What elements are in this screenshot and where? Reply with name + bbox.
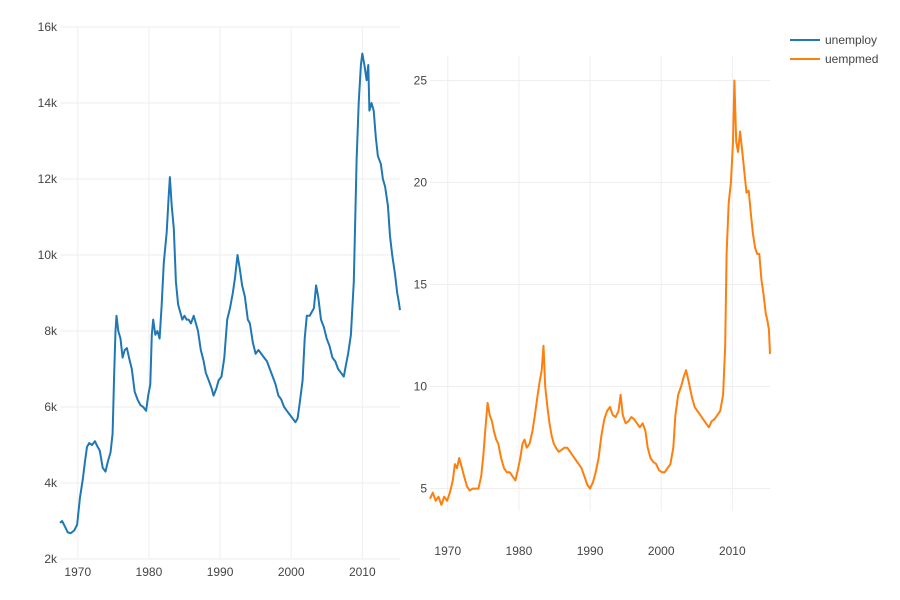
panel-unemploy-ticks: 1970 1980 1990 2000 2010 2k 4k 6k 8k 10k 12k 14k 16k — [38, 20, 376, 579]
unemploy-y-tick-label: 6k — [44, 400, 58, 414]
unemploy-x-tick-label: 2000 — [278, 565, 305, 579]
series-line-uempmed[interactable] — [429, 79, 771, 506]
legend-label-unemploy: unemploy — [825, 33, 877, 47]
uempmed-x-tick-label: 1980 — [506, 544, 533, 558]
unemploy-x-tick-label: 1970 — [64, 565, 91, 579]
legend: unemploy uempmed — [790, 33, 878, 66]
uempmed-y-tick-label: 10 — [414, 380, 428, 394]
panel-uempmed-grid — [430, 56, 770, 511]
panel-uempmed: 1970 1980 1990 2000 2010 5 10 15 20 25 — [414, 56, 771, 558]
legend-label-uempmed: uempmed — [825, 52, 878, 66]
uempmed-y-tick-label: 15 — [414, 278, 428, 292]
uempmed-x-tick-label: 2000 — [648, 544, 675, 558]
unemploy-y-tick-label: 2k — [44, 552, 58, 566]
unemploy-x-tick-label: 1990 — [207, 565, 234, 579]
unemploy-y-tick-label: 10k — [38, 248, 58, 262]
uempmed-x-tick-label: 1970 — [434, 544, 461, 558]
unemploy-x-tick-label: 2010 — [349, 565, 376, 579]
unemploy-y-tick-label: 12k — [38, 172, 58, 186]
panel-unemploy: 1970 1980 1990 2000 2010 2k 4k 6k 8k 10k 12k 14k 16k — [38, 20, 401, 579]
panel-unemploy-grid — [60, 26, 400, 560]
legend-item-uempmed[interactable]: uempmed — [790, 52, 878, 66]
panel-uempmed-ticks: 1970 1980 1990 2000 2010 5 10 15 20 25 — [414, 73, 746, 558]
unemploy-y-tick-label: 16k — [38, 20, 58, 34]
uempmed-x-tick-label: 2010 — [719, 544, 746, 558]
uempmed-y-tick-label: 20 — [414, 176, 428, 190]
unemploy-x-tick-label: 1980 — [136, 565, 163, 579]
legend-item-unemploy[interactable]: unemploy — [790, 33, 877, 47]
panel-uempmed-series — [429, 79, 771, 506]
unemploy-y-tick-label: 14k — [38, 96, 58, 110]
unemploy-y-tick-label: 4k — [44, 476, 58, 490]
series-line-unemploy[interactable] — [59, 52, 401, 535]
unemploy-y-tick-label: 8k — [44, 324, 58, 338]
uempmed-x-tick-label: 1990 — [577, 544, 604, 558]
uempmed-y-tick-label: 5 — [420, 482, 427, 496]
panel-unemploy-series — [59, 52, 401, 535]
uempmed-y-tick-label: 25 — [414, 73, 428, 87]
